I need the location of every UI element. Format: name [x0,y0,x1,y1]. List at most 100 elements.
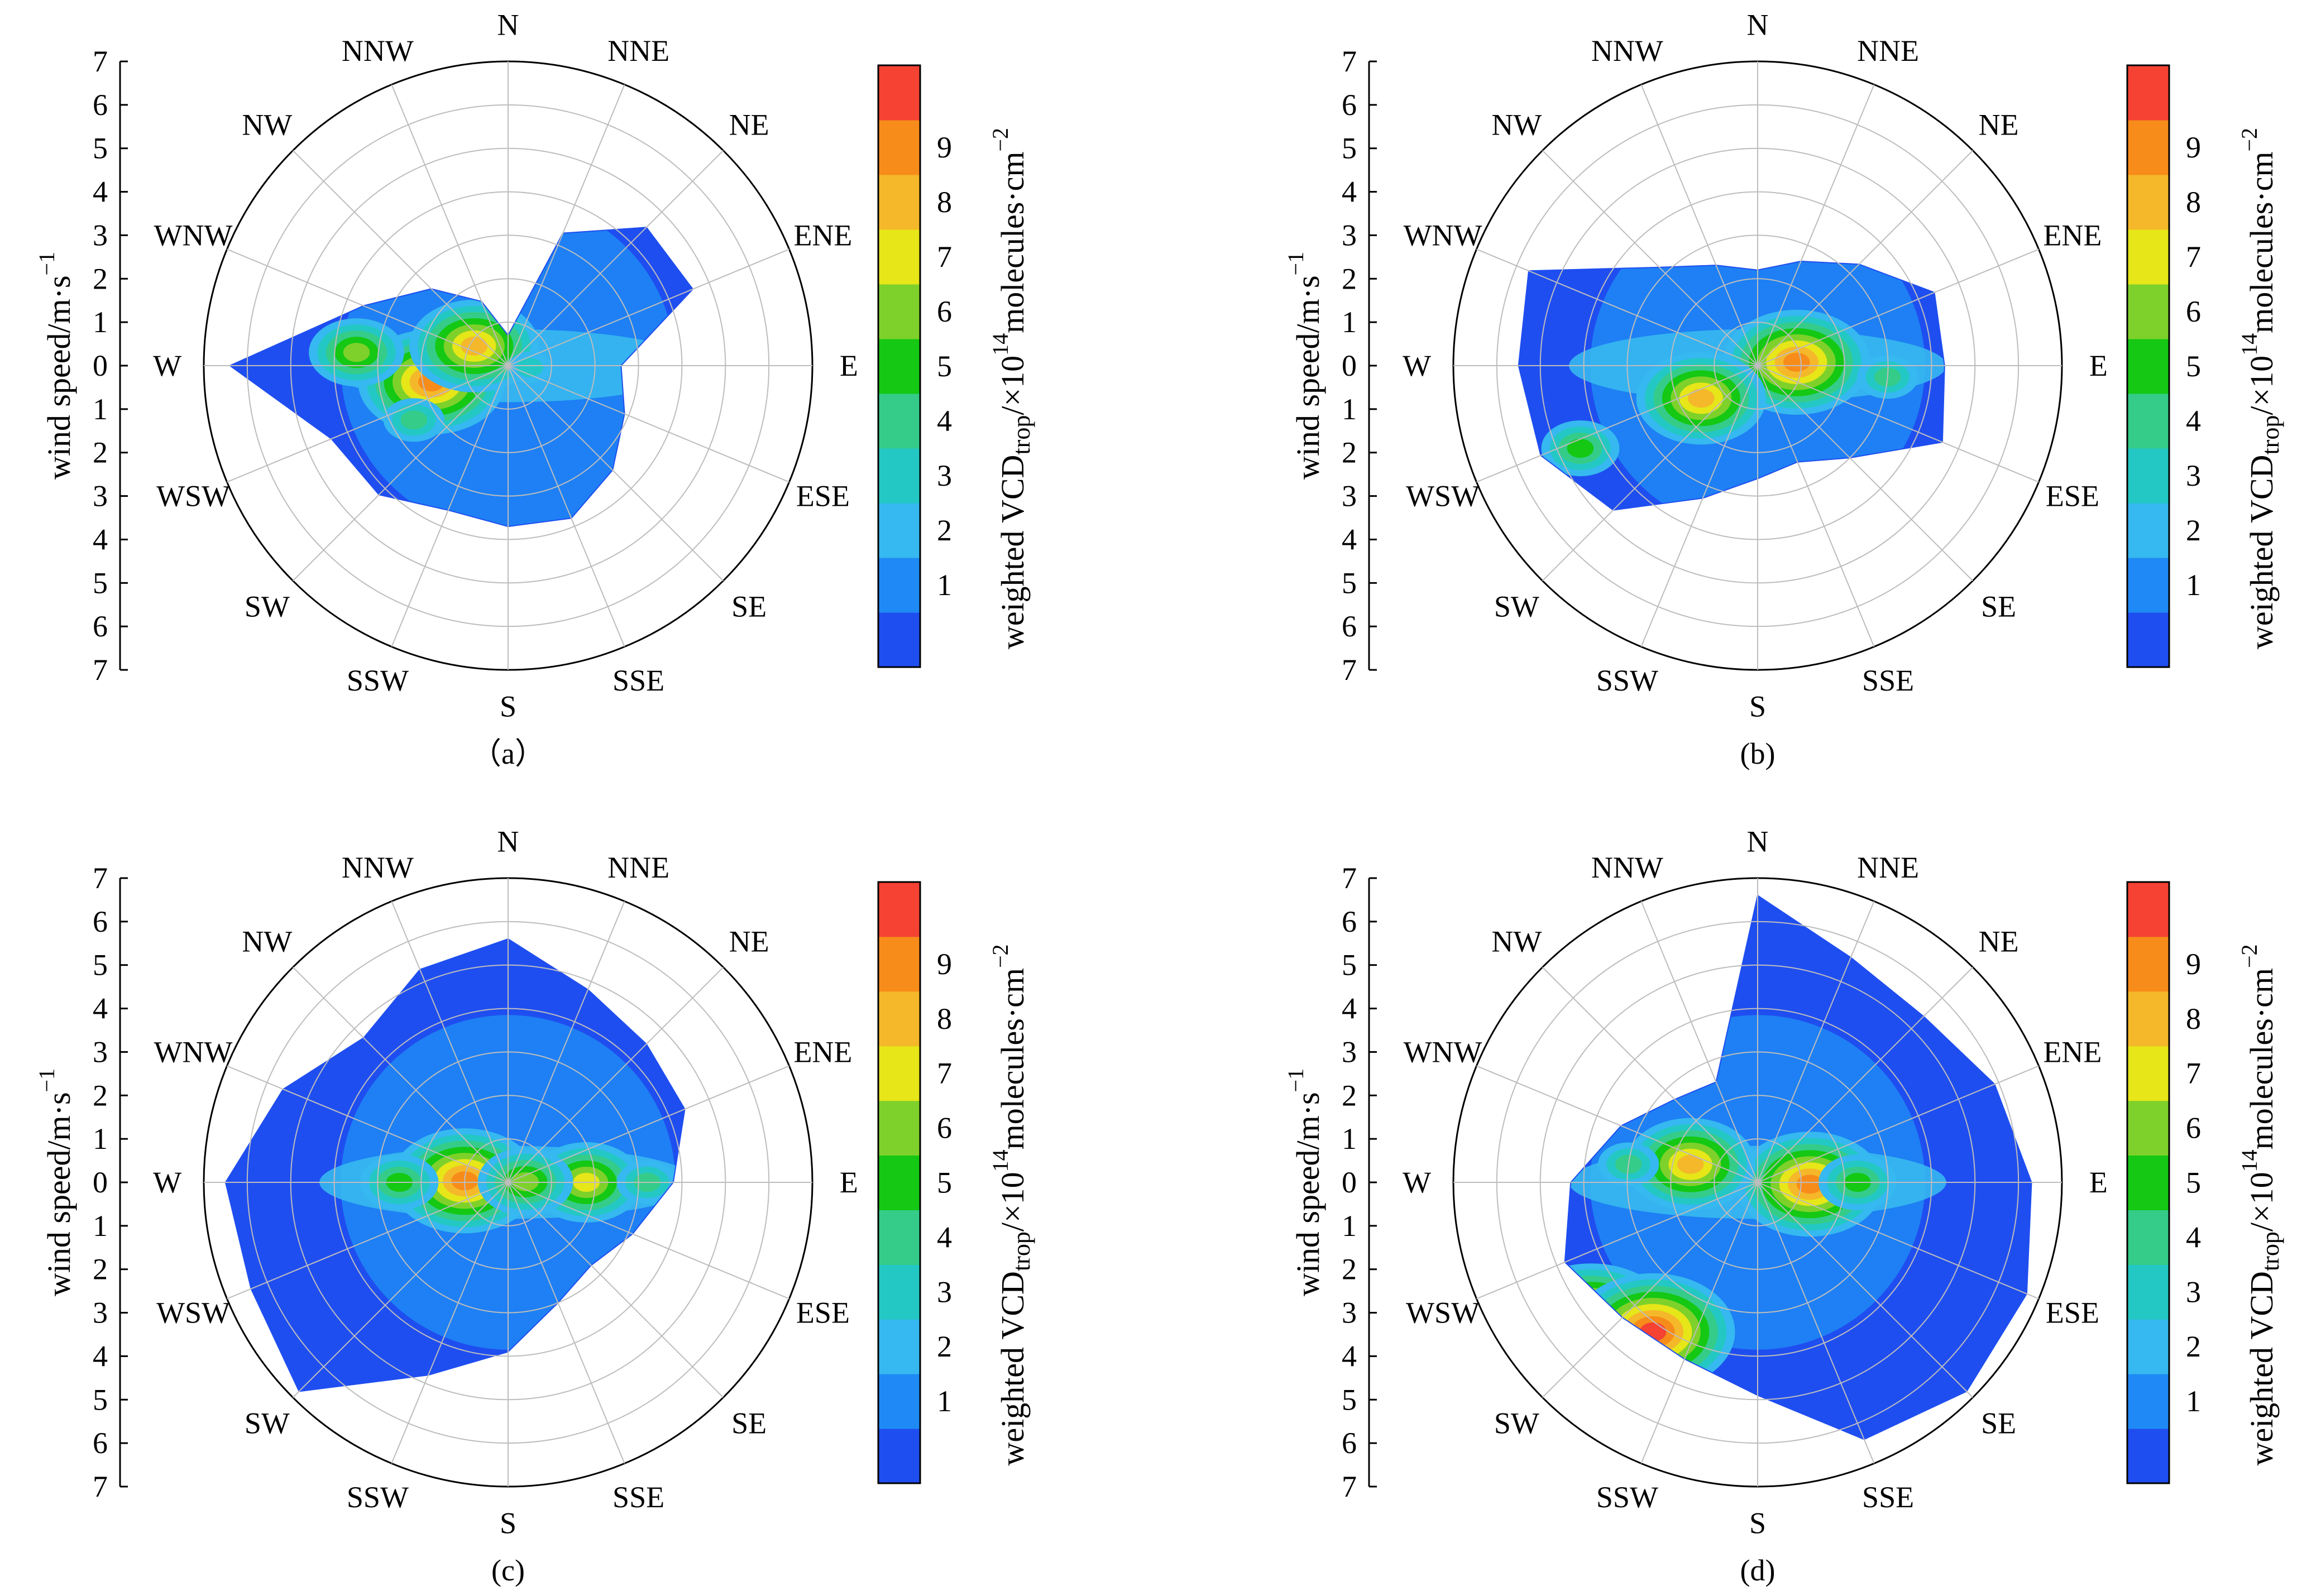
y-axis-title: wind speed/m·s−1 [34,1068,77,1296]
colorbar-title-units: molecules·cm [2243,968,2280,1149]
y-tick-label: 4 [1342,992,1357,1025]
direction-label-nne: NNE [607,34,669,68]
grid-spoke [292,365,509,582]
grid-spoke [1757,365,2039,483]
grid-spoke [391,84,509,366]
y-tick-label: 3 [93,480,108,513]
direction-label-nne: NNE [1857,851,1919,884]
colorbar-segment [878,284,920,339]
grid-spoke [508,966,724,1183]
direction-label-wsw: WSW [156,480,230,513]
grid-spoke [1757,150,1974,366]
colorbar-tick-label: 6 [2186,295,2201,328]
colorbar-title-exp: 14 [2237,333,2262,356]
y-tick-label: 6 [93,1426,108,1460]
y-tick-label: 1 [1342,392,1357,426]
colorbar-segment [2127,448,2169,504]
colorbar-title: weighted VCDtrop/×1014molecules·cm−2 [988,944,1035,1465]
y-tick-label: 7 [1342,45,1357,78]
y-tick-label: 1 [1342,1209,1357,1243]
y-tick-label: 5 [1342,1383,1357,1416]
colorbar-segment [2127,1374,2169,1429]
grid-spoke [1476,1182,1758,1300]
y-tick-label: 5 [1342,566,1357,600]
colorbar-title-units: molecules·cm [2243,152,2280,333]
direction-label-w: W [1403,349,1431,382]
y-tick-label: 7 [93,1470,108,1503]
colorbar-title-main: weighted VCD [994,1271,1031,1466]
hotspot [383,398,445,442]
colorbar-tick-label: 8 [937,185,952,219]
colorbar-tick-label: 7 [937,240,952,274]
direction-label-n: N [1747,825,1769,859]
direction-label-e: E [840,1166,858,1199]
y-tick-label: 3 [93,218,108,252]
direction-label-s: S [1749,689,1766,723]
hotspot [1636,352,1767,445]
colorbar-segment [2127,882,2169,937]
y-tick-label: 4 [93,175,108,209]
colorbar-title-units-exp: −2 [988,944,1013,968]
grid-spoke [227,365,509,483]
grid-spoke [1640,84,1758,366]
grid-spoke [1757,1182,1974,1398]
panel-label: (c) [491,1554,525,1587]
y-tick-label: 3 [93,1035,108,1068]
y-axis-title-main: wind speed/m·s [41,275,77,480]
y-tick-label: 6 [1342,905,1357,938]
y-tick-label: 4 [93,523,108,556]
direction-label-wnw: WNW [1404,218,1482,252]
grid-spoke [1542,1182,1758,1398]
direction-label-ne: NE [1979,924,2019,958]
colorbar-frame [2126,881,2170,1484]
colorbar-tick-label: 4 [937,404,952,438]
colorbar-title-exp: 14 [2237,1149,2262,1172]
colorbar-title: weighted VCDtrop/×1014molecules·cm−2 [988,128,1035,649]
hotspot [1571,1273,1735,1391]
colorbar-title: weighted VCDtrop/×1014molecules·cm−2 [2237,128,2284,649]
colorbar-tick-label: 4 [2186,1220,2201,1254]
y-tick-label: 1 [1342,305,1357,339]
grid-spoke [292,150,509,366]
colorbar-tick-label: 1 [2186,568,2201,602]
colorbar-segment [2127,1210,2169,1265]
direction-label-ese: ESE [796,480,850,513]
direction-label-ne: NE [729,924,769,958]
y-axis-title-exp: −1 [34,1068,59,1092]
colorbar-title-sub: trop [1008,415,1035,455]
colorbar-tick-label: 5 [2186,349,2201,383]
direction-label-sw: SW [1494,590,1539,624]
colorbar-tick-label: 4 [2186,404,2201,438]
grid-spoke [1757,1182,1875,1464]
y-tick-label: 4 [93,992,108,1025]
direction-label-ese: ESE [796,1296,850,1330]
colorbar-tick-label: 6 [2186,1111,2201,1145]
colorbar-title: weighted VCDtrop/×1014molecules·cm−2 [2237,944,2284,1465]
colorbar-tick-label: 4 [937,1220,952,1254]
colorbar-title-units-exp: −2 [988,128,1013,152]
y-axis-title-exp: −1 [34,252,59,276]
hotspot-level [1688,389,1715,408]
colorbar-segment [878,339,920,394]
grid-spoke [508,365,789,483]
y-tick-label: 7 [93,653,108,687]
y-axis-title-main: wind speed/m·s [1290,275,1326,480]
direction-label-ene: ENE [793,218,852,252]
colorbar-segment [878,65,920,121]
grid-spoke [508,248,789,366]
direction-label-nne: NNE [607,851,669,884]
direction-label-se: SE [731,590,767,624]
direction-label-sse: SSE [1862,664,1914,697]
direction-label-s: S [500,689,516,723]
colorbar-tick-label: 1 [937,568,952,602]
grid-spoke [1757,966,1974,1183]
direction-label-ssw: SSW [347,1480,409,1514]
direction-label-nnw: NNW [342,34,414,68]
colorbar-title-sub: trop [2257,415,2284,455]
y-tick-label: 1 [1342,1122,1357,1156]
grid-spoke [508,901,625,1183]
direction-label-wnw: WNW [1404,1035,1482,1068]
colorbar-tick-label: 5 [937,349,952,383]
colorbar-title-mid: /×10 [994,1172,1031,1231]
y-tick-label: 7 [1342,1470,1357,1503]
